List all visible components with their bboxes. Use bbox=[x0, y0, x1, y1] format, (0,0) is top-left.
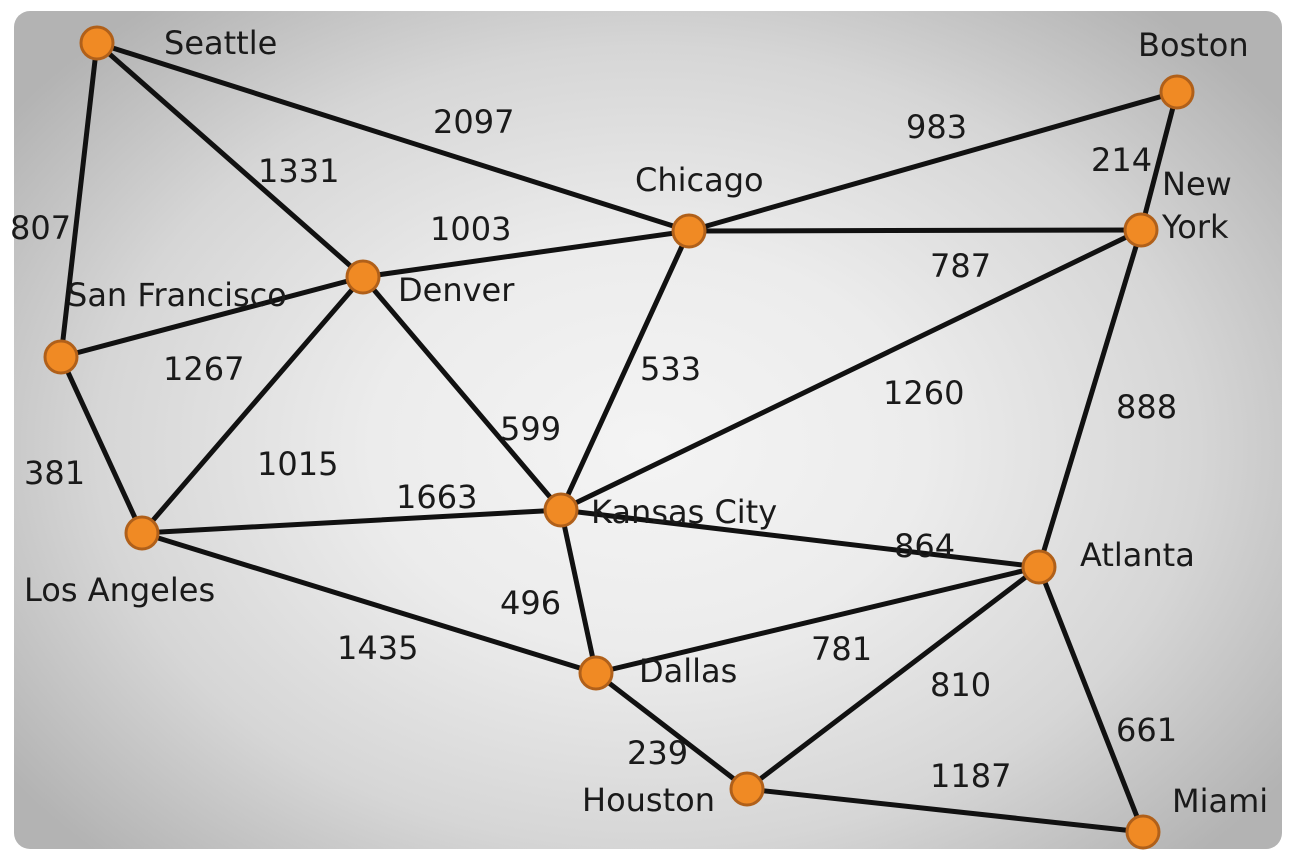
node-dallas[interactable] bbox=[578, 655, 614, 691]
weight-chicago-kansas-city: 533 bbox=[640, 350, 701, 388]
node-los-angeles[interactable] bbox=[124, 515, 160, 551]
weight-atlanta-houston: 810 bbox=[930, 666, 991, 704]
edge-denver-chicago bbox=[360, 228, 692, 280]
edge-dallas-atlanta bbox=[593, 564, 1042, 676]
node-houston[interactable] bbox=[729, 771, 765, 807]
label-chicago: Chicago bbox=[635, 161, 764, 199]
weight-denver-kansas-city: 599 bbox=[500, 410, 561, 448]
node-new-york[interactable] bbox=[1123, 212, 1159, 248]
edge-atlanta-houston bbox=[744, 564, 1042, 792]
label-los-angeles: Los Angeles bbox=[24, 571, 215, 609]
label-dallas: Dallas bbox=[639, 652, 737, 690]
edge-los-angeles-dallas bbox=[139, 530, 599, 676]
edge-weights: 2097 1331 807 983 214 1003 787 1267 533 … bbox=[10, 103, 1177, 795]
label-boston: Boston bbox=[1138, 26, 1249, 64]
node-chicago[interactable] bbox=[671, 213, 707, 249]
weight-seattle-san-francisco: 807 bbox=[10, 209, 71, 247]
edge-seattle-san-francisco bbox=[58, 40, 100, 360]
node-boston[interactable] bbox=[1159, 74, 1195, 110]
weight-boston-new-york: 214 bbox=[1091, 141, 1152, 179]
node-seattle[interactable] bbox=[79, 25, 115, 61]
edge-seattle-chicago bbox=[94, 40, 692, 234]
label-san-francisco: San Francisco bbox=[67, 276, 287, 314]
edge-dallas-houston bbox=[593, 670, 750, 792]
node-kansas-city[interactable] bbox=[543, 492, 579, 528]
label-atlanta: Atlanta bbox=[1080, 536, 1195, 574]
label-houston: Houston bbox=[582, 781, 715, 819]
label-denver: Denver bbox=[398, 271, 515, 309]
edge-san-francisco-denver bbox=[58, 274, 366, 360]
edge-denver-kansas-city bbox=[360, 274, 564, 513]
label-kansas-city: Kansas City bbox=[591, 493, 777, 531]
weight-kansas-city-atlanta: 864 bbox=[894, 527, 955, 565]
edge-houston-miami bbox=[744, 786, 1146, 835]
edge-chicago-new-york bbox=[686, 227, 1144, 234]
edge-los-angeles-denver bbox=[139, 274, 366, 536]
weight-los-angeles-denver: 1015 bbox=[257, 445, 338, 483]
edge-chicago-boston bbox=[686, 89, 1180, 234]
weight-chicago-new-york: 787 bbox=[930, 247, 991, 285]
node-denver[interactable] bbox=[345, 259, 381, 295]
edge-kansas-city-dallas bbox=[558, 507, 599, 676]
edge-boston-new-york bbox=[1138, 89, 1180, 233]
weight-dallas-atlanta: 781 bbox=[811, 630, 872, 668]
weight-houston-miami: 1187 bbox=[930, 757, 1011, 795]
label-new-york-line1: New bbox=[1162, 165, 1232, 203]
label-new-york-line2: York bbox=[1161, 208, 1229, 246]
nodes bbox=[43, 25, 1195, 850]
weight-new-york-atlanta: 888 bbox=[1116, 388, 1177, 426]
edge-seattle-denver bbox=[94, 40, 366, 280]
edge-new-york-atlanta bbox=[1036, 227, 1144, 570]
weight-san-francisco-los-angeles: 381 bbox=[24, 454, 85, 492]
weight-seattle-chicago: 2097 bbox=[433, 103, 514, 141]
edge-atlanta-miami bbox=[1036, 564, 1146, 835]
weight-seattle-denver: 1331 bbox=[258, 152, 339, 190]
weight-los-angeles-kansas-city: 1663 bbox=[396, 478, 477, 516]
edge-kansas-city-atlanta bbox=[558, 507, 1042, 570]
weight-atlanta-miami: 661 bbox=[1116, 711, 1177, 749]
weight-kansas-city-dallas: 496 bbox=[500, 584, 561, 622]
edge-chicago-kansas-city bbox=[558, 228, 692, 513]
edge-san-francisco-los-angeles bbox=[58, 354, 145, 536]
node-san-francisco[interactable] bbox=[43, 339, 79, 375]
node-miami[interactable] bbox=[1125, 814, 1161, 850]
weight-chicago-boston: 983 bbox=[906, 108, 967, 146]
weight-denver-chicago: 1003 bbox=[430, 210, 511, 248]
graph-panel bbox=[14, 11, 1282, 849]
node-labels: Seattle Boston Chicago New York San Fran… bbox=[24, 24, 1268, 820]
weight-kansas-city-new-york: 1260 bbox=[883, 374, 964, 412]
weight-san-francisco-denver: 1267 bbox=[163, 350, 244, 388]
edges bbox=[58, 40, 1180, 835]
weight-los-angeles-dallas: 1435 bbox=[337, 629, 418, 667]
label-seattle: Seattle bbox=[164, 24, 277, 62]
label-miami: Miami bbox=[1172, 782, 1268, 820]
edge-los-angeles-kansas-city bbox=[139, 507, 564, 536]
node-atlanta[interactable] bbox=[1021, 549, 1057, 585]
edge-kansas-city-new-york bbox=[558, 227, 1144, 513]
weight-dallas-houston: 239 bbox=[627, 734, 688, 772]
